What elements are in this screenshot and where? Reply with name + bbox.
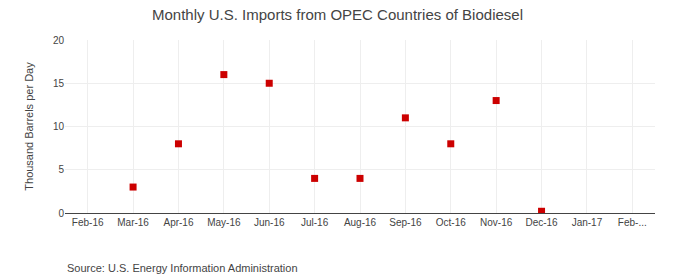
svg-text:Source: U.S. Energy Informatio: Source: U.S. Energy Information Administ… [67,262,298,274]
svg-text:Sep-16: Sep-16 [389,217,422,228]
svg-text:Feb-...: Feb-... [618,217,647,228]
svg-text:0: 0 [58,208,64,219]
svg-text:Oct-16: Oct-16 [436,217,466,228]
svg-text:Thousand Barrels per Day: Thousand Barrels per Day [23,62,35,191]
svg-text:Jul-16: Jul-16 [301,217,329,228]
svg-text:Monthly U.S. Imports from OPEC: Monthly U.S. Imports from OPEC Countries… [152,6,523,23]
svg-text:Feb-16: Feb-16 [72,217,104,228]
svg-text:Jun-16: Jun-16 [254,217,285,228]
svg-text:5: 5 [58,164,64,175]
svg-text:Apr-16: Apr-16 [163,217,193,228]
svg-text:Nov-16: Nov-16 [480,217,513,228]
svg-text:Mar-16: Mar-16 [117,217,149,228]
svg-text:10: 10 [53,121,65,132]
svg-text:Aug-16: Aug-16 [344,217,377,228]
svg-text:15: 15 [53,78,65,89]
svg-text:Jan-17: Jan-17 [572,217,603,228]
svg-text:May-16: May-16 [207,217,241,228]
svg-text:Dec-16: Dec-16 [525,217,558,228]
svg-text:20: 20 [53,35,65,46]
